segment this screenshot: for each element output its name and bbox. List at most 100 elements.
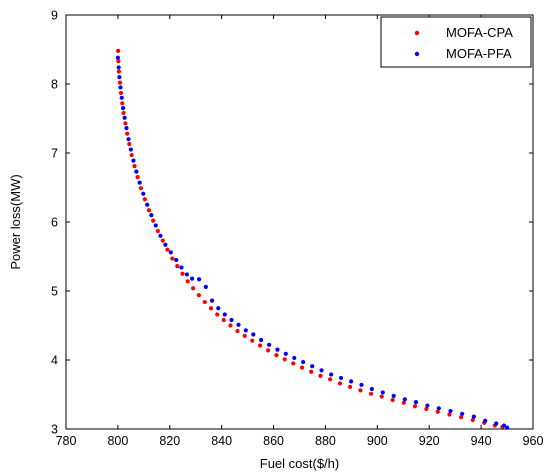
data-point xyxy=(425,403,430,408)
data-point xyxy=(242,333,247,338)
data-point xyxy=(146,208,152,213)
data-point xyxy=(283,351,288,356)
data-point xyxy=(125,131,130,136)
y-tick-label: 9 xyxy=(51,9,58,23)
data-point xyxy=(301,359,306,365)
legend: MOFA-CPA MOFA-PFA xyxy=(380,16,532,68)
data-point xyxy=(118,90,124,96)
y-tick-label: 8 xyxy=(51,78,58,92)
data-point xyxy=(131,158,136,163)
x-tick-label: 940 xyxy=(471,434,492,448)
data-point xyxy=(401,400,406,405)
data-point xyxy=(221,317,226,323)
data-point xyxy=(436,406,441,411)
data-point xyxy=(391,393,396,398)
data-point xyxy=(504,425,510,430)
y-tick-label: 7 xyxy=(51,147,58,161)
data-point xyxy=(413,399,419,405)
data-point xyxy=(117,80,123,85)
data-point xyxy=(259,337,264,343)
x-tick-label: 840 xyxy=(211,434,232,448)
data-point xyxy=(369,391,374,396)
data-point xyxy=(215,312,220,317)
data-point xyxy=(347,384,353,390)
data-point xyxy=(121,110,126,116)
data-point xyxy=(135,175,140,180)
legend-label-mofa-pfa: MOFA-PFA xyxy=(446,46,512,61)
data-point xyxy=(274,353,279,358)
data-point xyxy=(168,250,173,255)
data-point xyxy=(170,256,175,261)
data-point xyxy=(216,306,221,311)
data-point xyxy=(160,238,165,243)
x-axis-ticks: 780 800 820 840 860 880 900 920 940 960 xyxy=(56,15,543,448)
data-point xyxy=(501,423,507,428)
data-point xyxy=(448,408,453,414)
data-point xyxy=(155,228,160,234)
data-point xyxy=(250,338,255,343)
data-point xyxy=(196,293,201,298)
series-layer xyxy=(115,48,510,430)
data-point xyxy=(208,306,214,311)
data-point xyxy=(115,55,120,60)
y-tick-label: 3 xyxy=(51,423,58,437)
data-point xyxy=(310,364,315,369)
data-point xyxy=(251,332,256,337)
data-point xyxy=(379,394,384,399)
data-point xyxy=(329,372,334,377)
data-point xyxy=(127,141,132,147)
data-point xyxy=(118,85,123,90)
data-point xyxy=(120,106,126,111)
x-axis-label: Fuel cost($/h) xyxy=(260,456,339,471)
data-point xyxy=(203,284,208,289)
data-point xyxy=(228,323,233,328)
data-point xyxy=(191,286,196,291)
x-tick-label: 880 xyxy=(315,434,336,448)
legend-marker-mofa-pfa xyxy=(414,51,420,57)
data-point xyxy=(470,417,475,423)
data-point xyxy=(460,411,465,416)
data-point xyxy=(412,404,418,409)
y-tick-label: 6 xyxy=(51,216,58,230)
x-tick-label: 860 xyxy=(263,434,284,448)
data-point xyxy=(319,368,324,373)
y-tick-label: 5 xyxy=(51,285,58,299)
data-point xyxy=(163,242,168,247)
data-point xyxy=(185,279,190,284)
legend-marker-mofa-cpa xyxy=(414,30,420,36)
series-mofa-pfa xyxy=(115,55,510,430)
data-point xyxy=(402,397,407,402)
data-point xyxy=(126,137,131,142)
data-point xyxy=(149,213,154,218)
data-point xyxy=(138,186,144,191)
y-axis-ticks: 3 4 5 6 7 8 9 xyxy=(51,9,533,437)
legend-label-mofa-cpa: MOFA-CPA xyxy=(446,25,513,40)
data-point xyxy=(137,180,142,185)
data-point xyxy=(299,365,305,370)
data-point xyxy=(165,247,170,252)
data-point xyxy=(116,69,122,74)
data-point xyxy=(359,382,364,387)
y-tick-label: 4 xyxy=(51,354,58,368)
data-point xyxy=(129,152,134,158)
data-point xyxy=(235,328,240,334)
data-point xyxy=(175,264,180,269)
series-mofa-cpa xyxy=(116,48,505,430)
data-point xyxy=(117,75,122,80)
x-tick-label: 780 xyxy=(56,434,77,448)
data-point xyxy=(189,276,195,281)
data-point xyxy=(358,388,363,393)
data-point xyxy=(471,414,476,419)
data-point xyxy=(116,65,121,70)
x-tick-label: 920 xyxy=(419,434,440,448)
data-point xyxy=(328,377,333,382)
legend-box xyxy=(380,16,532,68)
data-point xyxy=(236,322,241,327)
data-point xyxy=(291,361,296,366)
data-point xyxy=(141,191,146,196)
plot-area xyxy=(65,14,534,430)
data-point xyxy=(196,277,202,282)
data-point xyxy=(435,409,440,414)
data-point xyxy=(282,357,287,362)
data-point xyxy=(483,418,488,423)
